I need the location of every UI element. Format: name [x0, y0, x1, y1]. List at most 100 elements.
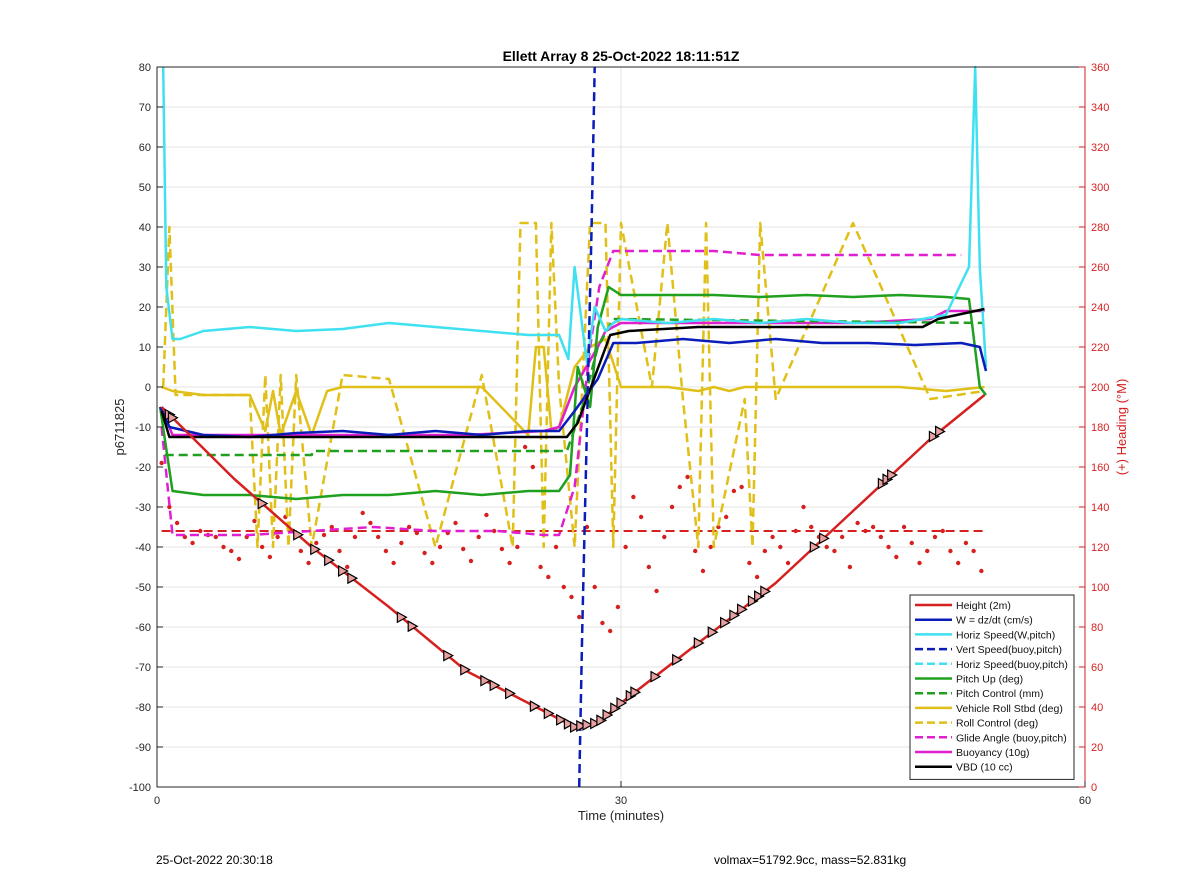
heading-point — [159, 460, 164, 466]
chart-title: Ellett Array 8 25-Oct-2022 18:11:51Z — [503, 48, 740, 64]
y-tick-label: 60 — [139, 142, 151, 154]
y-tick-label: 0 — [145, 382, 151, 394]
heading-point — [267, 554, 273, 560]
heading-point — [654, 588, 659, 594]
y-tick-label: 70 — [139, 102, 151, 114]
heading-point — [739, 484, 744, 490]
heading-point — [507, 560, 512, 566]
height-marker — [569, 720, 581, 734]
heading-point — [538, 564, 543, 570]
heading-point — [886, 544, 891, 550]
series-horiz-speed-w-pitch — [161, 65, 988, 368]
height-marker — [596, 714, 608, 727]
heading-point — [360, 510, 365, 516]
y-axis-right-label: (+) Heading (°M) — [1114, 379, 1129, 476]
heading-point — [754, 574, 760, 580]
y-tick-label: -80 — [135, 702, 151, 714]
height-marker — [693, 636, 705, 650]
series-pitch-up-deg — [158, 285, 987, 501]
heading-point — [979, 568, 984, 574]
heading-point — [229, 548, 234, 554]
x-tick-label: 0 — [154, 795, 160, 807]
y-tick-label: 30 — [139, 262, 151, 274]
y-right-tick-label: 120 — [1091, 542, 1109, 554]
heading-point — [863, 528, 868, 534]
y-right-tick-label: 340 — [1091, 102, 1109, 114]
height-marker — [729, 609, 741, 622]
height-marker — [563, 717, 575, 730]
legend: Height (2m) W = dz/dt (cm/s) Horiz Speed(W… — [909, 594, 1075, 780]
y-axis-label: p6711825 — [112, 399, 127, 456]
heading-point — [708, 544, 713, 550]
heading-point — [174, 520, 180, 526]
heading-point — [329, 524, 334, 530]
heading-point — [167, 504, 172, 510]
height-marker — [610, 702, 622, 715]
heading-point — [468, 558, 474, 564]
heading-point — [314, 540, 319, 546]
height-marker — [167, 411, 179, 424]
y-right-tick-label: 160 — [1091, 462, 1109, 474]
y-right-tick-label: 220 — [1091, 342, 1109, 354]
y-tick-label: -100 — [129, 782, 151, 794]
y-tick-label: -60 — [135, 622, 151, 634]
heading-point — [847, 564, 853, 570]
heading-point — [491, 528, 497, 534]
height-marker — [505, 687, 516, 700]
heading-point — [809, 524, 814, 530]
height-marker — [310, 543, 321, 556]
height-marker — [928, 430, 940, 443]
heading-point — [824, 544, 829, 550]
y-right-tick-label: 260 — [1091, 262, 1109, 274]
heading-point — [499, 546, 505, 552]
heading-point — [190, 540, 195, 546]
series-w-dz-dt-cm-s — [158, 337, 988, 439]
height-marker — [819, 532, 830, 545]
x-tick-label: 60 — [1079, 795, 1091, 807]
heading-point — [971, 548, 976, 554]
heading-point — [259, 544, 265, 550]
heading-point — [925, 548, 930, 554]
y-tick-label: 20 — [139, 302, 151, 314]
height-marker — [529, 700, 541, 713]
heading-point — [577, 614, 582, 620]
legend-label: Horiz Speed(W,pitch) — [956, 629, 1055, 641]
height-marker — [582, 718, 594, 731]
y-tick-label: 80 — [139, 62, 151, 74]
heading-point — [530, 464, 536, 470]
heading-point — [236, 556, 242, 562]
heading-point — [638, 514, 644, 520]
heading-point — [917, 560, 922, 566]
heading-point — [275, 534, 280, 540]
y-tick-label: -70 — [135, 662, 151, 674]
height-marker — [347, 572, 359, 585]
y-right-tick-label: 0 — [1091, 782, 1097, 794]
legend-label: Pitch Control (mm) — [956, 688, 1044, 700]
heading-point — [731, 488, 737, 494]
y-tick-label: -50 — [135, 582, 151, 594]
y-tick-label: -90 — [135, 742, 151, 754]
heading-point — [607, 628, 613, 634]
legend-label: W = dz/dt (cm/s) — [956, 615, 1033, 627]
heading-point — [801, 504, 806, 510]
series-layer — [158, 65, 988, 788]
heading-point — [561, 584, 566, 590]
heading-point — [352, 534, 358, 540]
y-right-tick-label: 200 — [1091, 382, 1109, 394]
y-tick-label: -10 — [135, 422, 151, 434]
height-marker — [338, 564, 349, 578]
heading-point — [383, 548, 389, 554]
height-marker — [460, 663, 472, 676]
heading-point — [221, 544, 226, 550]
legend-label: Buoyancy (10g) — [956, 747, 1030, 759]
heading-point — [461, 546, 466, 552]
heading-point — [778, 544, 783, 550]
heading-point — [747, 560, 752, 566]
y-right-tick-label: 300 — [1091, 182, 1109, 194]
heading-point — [368, 520, 373, 526]
heading-point — [345, 564, 350, 570]
y-right-tick-label: 100 — [1091, 582, 1109, 594]
heading-point — [631, 494, 636, 500]
heading-point — [662, 534, 667, 540]
heading-point — [375, 534, 381, 540]
